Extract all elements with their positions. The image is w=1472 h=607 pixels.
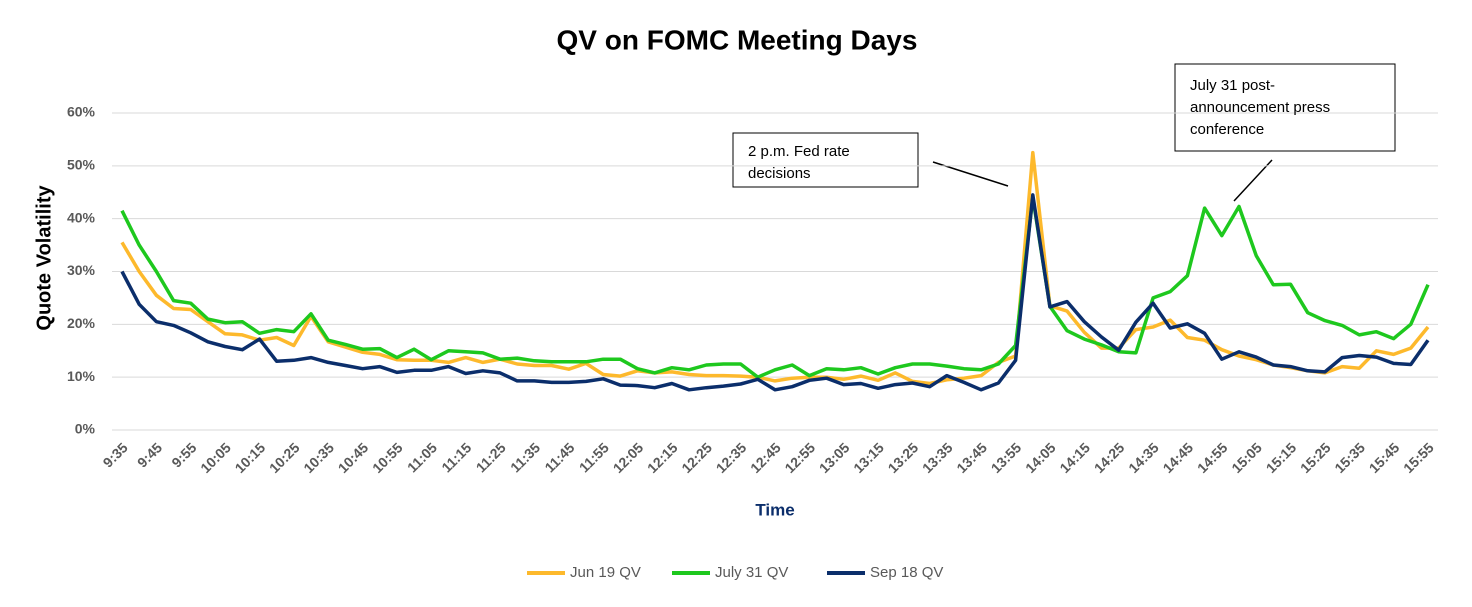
x-tick-label: 10:35	[300, 439, 337, 476]
x-tick-label: 14:55	[1194, 439, 1231, 476]
x-tick-label: 13:15	[850, 439, 887, 476]
y-tick-label: 60%	[67, 104, 96, 120]
x-tick-label: 14:45	[1160, 439, 1197, 476]
x-tick-label: 12:35	[713, 439, 750, 476]
x-tick-label: 10:05	[197, 439, 234, 476]
x-tick-label: 10:25	[266, 439, 303, 476]
annotation-pointer	[1233, 159, 1273, 202]
x-tick-label: 12:15	[644, 439, 681, 476]
x-tick-label: 12:45	[747, 439, 784, 476]
x-tick-label: 11:55	[576, 439, 612, 475]
y-tick-label: 20%	[67, 315, 96, 331]
x-axis-label: Time	[755, 500, 794, 519]
x-tick-label: 11:45	[541, 439, 577, 475]
legend-label: July 31 QV	[715, 564, 788, 581]
x-tick-label: 11:25	[473, 439, 509, 475]
annotation-box	[732, 132, 919, 188]
x-tick-label: 15:15	[1263, 439, 1300, 476]
x-tick-label: 9:35	[100, 439, 131, 470]
x-tick-label: 13:45	[953, 439, 990, 476]
legend-label: Sep 18 QV	[870, 564, 943, 581]
x-tick-label: 10:55	[369, 439, 406, 476]
y-tick-label: 30%	[67, 262, 96, 278]
y-axis-label: Quote Volatility	[33, 185, 55, 331]
x-tick-label: 15:35	[1331, 439, 1368, 476]
chart-title: QV on FOMC Meeting Days	[557, 24, 918, 55]
x-tick-label: 10:15	[232, 439, 269, 476]
x-tick-label: 15:25	[1297, 439, 1334, 476]
annotation-text: announcement press	[1190, 99, 1330, 116]
x-tick-label: 14:35	[1125, 439, 1162, 476]
y-tick-label: 10%	[67, 368, 96, 384]
x-tick-label: 14:05	[1022, 439, 1059, 476]
x-tick-label: 9:55	[168, 439, 199, 470]
x-tick-label: 13:55	[988, 439, 1025, 476]
x-tick-label: 15:55	[1400, 439, 1437, 476]
y-tick-label: 50%	[67, 157, 96, 173]
legend-label: Jun 19 QV	[570, 564, 641, 581]
y-tick-label: 0%	[75, 421, 96, 437]
x-tick-label: 11:05	[404, 439, 440, 475]
x-tick-label: 12:55	[781, 439, 818, 476]
x-tick-label: 15:05	[1228, 439, 1265, 476]
x-tick-label: 10:45	[335, 439, 372, 476]
x-tick-label: 14:15	[1056, 439, 1093, 476]
x-tick-label: 11:35	[507, 439, 543, 475]
series-line	[120, 195, 1430, 379]
x-tick-label: 11:15	[438, 439, 474, 475]
x-tick-label: 13:25	[885, 439, 922, 476]
x-tick-label: 9:45	[134, 439, 165, 470]
annotation-text: decisions	[748, 165, 811, 182]
x-tick-label: 14:25	[1091, 439, 1128, 476]
annotation-text: conference	[1190, 121, 1264, 138]
x-tick-label: 12:25	[678, 439, 715, 476]
annotation-text: 2 p.m. Fed rate	[748, 143, 850, 160]
x-tick-label: 15:45	[1366, 439, 1403, 476]
x-tick-label: 13:35	[919, 439, 956, 476]
series-line	[120, 193, 1430, 392]
x-tick-label: 12:05	[610, 439, 647, 476]
y-tick-label: 40%	[67, 209, 96, 225]
annotation-box	[1174, 63, 1396, 152]
annotation-text: July 31 post-	[1190, 77, 1275, 94]
x-tick-label: 13:05	[816, 439, 853, 476]
